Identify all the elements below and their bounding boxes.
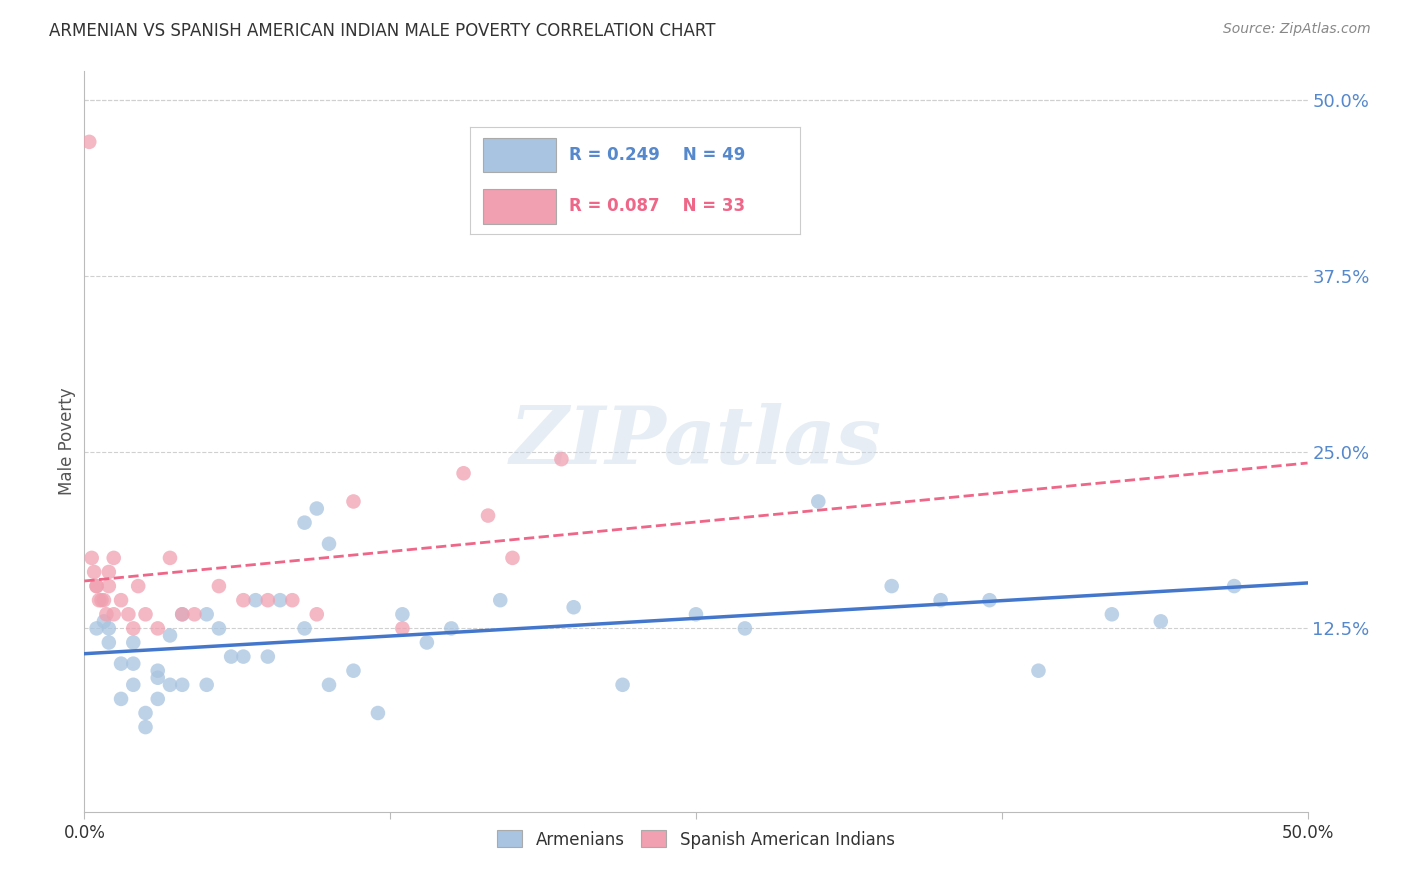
Point bbox=[562, 600, 585, 615]
Point bbox=[122, 635, 145, 649]
Point bbox=[195, 678, 218, 692]
Y-axis label: Male Poverty: Male Poverty bbox=[58, 388, 76, 495]
Point bbox=[110, 593, 132, 607]
Point bbox=[929, 593, 952, 607]
Point bbox=[612, 678, 634, 692]
Point bbox=[880, 579, 903, 593]
Point bbox=[159, 550, 181, 565]
Point bbox=[232, 593, 254, 607]
Point bbox=[172, 678, 194, 692]
Point bbox=[1028, 664, 1050, 678]
Point bbox=[103, 550, 125, 565]
Point bbox=[685, 607, 707, 622]
Point bbox=[257, 593, 280, 607]
Point bbox=[257, 649, 280, 664]
Point bbox=[367, 706, 389, 720]
Point bbox=[117, 607, 139, 622]
Point bbox=[96, 607, 118, 622]
Point bbox=[208, 579, 231, 593]
Point bbox=[93, 615, 115, 629]
Point bbox=[550, 452, 572, 467]
Point bbox=[305, 607, 328, 622]
Point bbox=[195, 607, 218, 622]
Point bbox=[453, 467, 475, 481]
Point bbox=[110, 692, 132, 706]
Point bbox=[269, 593, 291, 607]
Point bbox=[122, 678, 145, 692]
Point bbox=[87, 593, 110, 607]
Point bbox=[416, 635, 439, 649]
Point bbox=[318, 678, 340, 692]
Point bbox=[110, 657, 132, 671]
Point bbox=[86, 579, 108, 593]
Point bbox=[342, 494, 364, 508]
Point bbox=[294, 516, 316, 530]
Point bbox=[122, 621, 145, 635]
Point bbox=[440, 621, 463, 635]
Point bbox=[502, 550, 524, 565]
Legend: Armenians, Spanish American Indians: Armenians, Spanish American Indians bbox=[491, 823, 901, 855]
Point bbox=[146, 664, 169, 678]
Point bbox=[135, 720, 157, 734]
Point bbox=[135, 607, 157, 622]
Point bbox=[342, 664, 364, 678]
Point bbox=[391, 607, 413, 622]
Point bbox=[122, 657, 145, 671]
Point bbox=[146, 671, 169, 685]
Point bbox=[1101, 607, 1123, 622]
Point bbox=[318, 537, 340, 551]
Point bbox=[294, 621, 316, 635]
Text: Source: ZipAtlas.com: Source: ZipAtlas.com bbox=[1223, 22, 1371, 37]
Point bbox=[489, 593, 512, 607]
Point bbox=[93, 593, 115, 607]
Point bbox=[86, 621, 108, 635]
Point bbox=[807, 494, 830, 508]
Point bbox=[281, 593, 304, 607]
Point bbox=[1150, 615, 1173, 629]
Point bbox=[97, 565, 120, 579]
Point bbox=[135, 706, 157, 720]
Point bbox=[159, 628, 181, 642]
Point bbox=[172, 607, 194, 622]
Point bbox=[86, 579, 108, 593]
Point bbox=[305, 501, 328, 516]
Point bbox=[477, 508, 499, 523]
Point bbox=[127, 579, 149, 593]
Point bbox=[219, 649, 242, 664]
Point bbox=[391, 621, 413, 635]
Point bbox=[1223, 579, 1246, 593]
Point bbox=[146, 692, 169, 706]
Point bbox=[172, 607, 194, 622]
Point bbox=[83, 565, 105, 579]
Point bbox=[146, 621, 169, 635]
Point bbox=[979, 593, 1001, 607]
Point bbox=[232, 649, 254, 664]
Point bbox=[97, 579, 120, 593]
Point bbox=[734, 621, 756, 635]
Point bbox=[183, 607, 205, 622]
Point bbox=[103, 607, 125, 622]
Point bbox=[97, 621, 120, 635]
Text: ZIPatlas: ZIPatlas bbox=[510, 403, 882, 480]
Point bbox=[80, 550, 103, 565]
Point bbox=[77, 135, 100, 149]
Point bbox=[208, 621, 231, 635]
Point bbox=[159, 678, 181, 692]
Point bbox=[90, 593, 112, 607]
Text: ARMENIAN VS SPANISH AMERICAN INDIAN MALE POVERTY CORRELATION CHART: ARMENIAN VS SPANISH AMERICAN INDIAN MALE… bbox=[49, 22, 716, 40]
Point bbox=[97, 635, 120, 649]
Point bbox=[245, 593, 267, 607]
